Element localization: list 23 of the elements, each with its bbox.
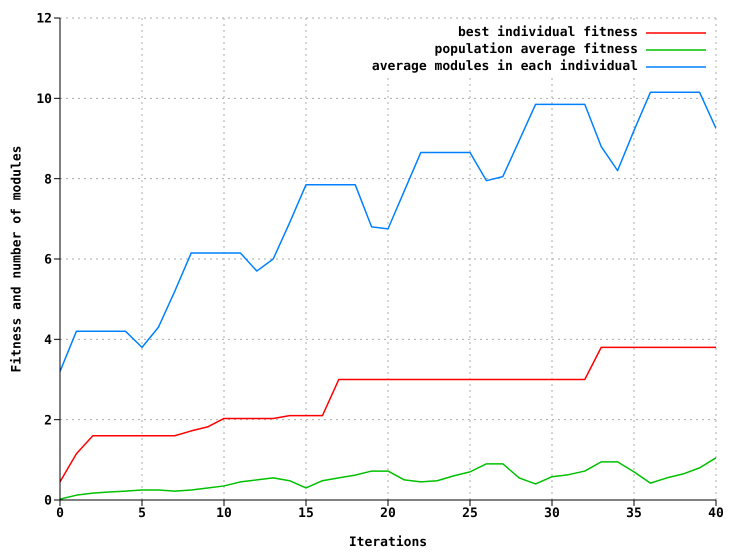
y-tick-label: 4 xyxy=(44,332,52,348)
x-tick-label: 20 xyxy=(380,506,396,522)
legend-label: best individual fitness xyxy=(458,24,638,41)
x-tick-label: 25 xyxy=(462,506,478,522)
line-series xyxy=(60,346,716,483)
x-axis-title: Iterations xyxy=(348,535,428,550)
legend-label: population average fitness xyxy=(434,41,638,58)
legend-label: average modules in each individual xyxy=(372,58,638,75)
line-series xyxy=(60,92,716,372)
y-tick-label: 10 xyxy=(36,92,52,107)
x-tick-label: 5 xyxy=(138,506,146,522)
y-tick-label: 2 xyxy=(44,413,52,428)
x-tick-label: 35 xyxy=(626,506,642,522)
x-tick-label: 15 xyxy=(298,506,314,522)
y-tick-label: 8 xyxy=(44,172,52,188)
y-tick-label: 0 xyxy=(44,494,52,509)
y-tick-label: 12 xyxy=(36,12,52,27)
y-tick-label: 6 xyxy=(44,252,52,268)
y-axis-title: Fitness and number of modules xyxy=(10,146,25,372)
x-tick-label: 10 xyxy=(216,506,232,522)
x-tick-label: 0 xyxy=(56,506,64,522)
x-tick-label: 30 xyxy=(544,506,560,522)
x-tick-label: 40 xyxy=(708,506,724,522)
